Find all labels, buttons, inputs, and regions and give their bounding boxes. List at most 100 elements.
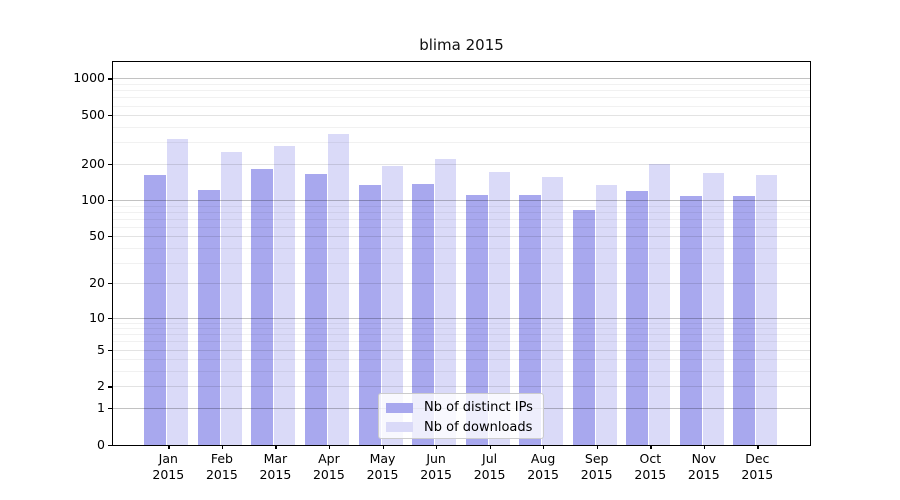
y-tick-label-10: 10 <box>89 309 105 325</box>
y-tick-label-0: 0 <box>97 436 105 452</box>
bar-distinct-ips-may <box>358 185 381 445</box>
chart-title: blima 2015 <box>419 36 504 54</box>
x-tick-mark-feb <box>221 445 224 449</box>
bar-distinct-ips-sep <box>572 209 595 445</box>
x-tick-label-nov: Nov 2015 <box>674 451 734 483</box>
bar-downloads-mar <box>274 145 296 445</box>
gridline-y-1000 <box>113 78 810 80</box>
gridline-y-4 <box>113 359 810 361</box>
y-tick-mark-2 <box>108 386 113 388</box>
gridline-y-6 <box>113 341 810 343</box>
x-tick-year: 2015 <box>741 467 774 482</box>
bars-layer <box>113 62 810 445</box>
x-tick-month: Jan <box>158 451 178 466</box>
y-tick-mark-100 <box>108 200 113 202</box>
bar-distinct-ips-aug <box>519 194 542 445</box>
gridline-y-600 <box>113 105 810 107</box>
x-tick-label-sep: Sep 2015 <box>567 451 627 483</box>
y-tick-label-100: 100 <box>81 192 105 207</box>
x-tick-year: 2015 <box>366 467 399 482</box>
y-tick-label-5: 5 <box>97 341 105 357</box>
gridline-y-100 <box>113 200 810 201</box>
y-tick-mark-5 <box>108 349 113 351</box>
y-tick-mark-50 <box>108 236 113 238</box>
bar-downloads-sep <box>595 185 617 445</box>
x-tick-mark-oct <box>650 445 652 449</box>
x-tick-label-jan: Jan 2015 <box>138 451 198 483</box>
x-tick-year: 2015 <box>420 467 452 482</box>
y-tick-label-20: 20 <box>89 275 105 291</box>
y-tick-mark-1 <box>108 407 113 410</box>
bar-distinct-ips-mar <box>251 168 274 445</box>
x-tick-month: Aug <box>530 451 556 466</box>
x-tick-month: Jun <box>426 451 446 466</box>
x-tick-label-feb: Feb 2015 <box>192 451 252 483</box>
y-tick-label-2: 2 <box>97 378 105 394</box>
x-tick-month: Oct <box>639 451 662 466</box>
bar-distinct-ips-feb <box>197 190 220 445</box>
x-tick-year: 2015 <box>205 467 238 482</box>
y-tick-mark-500 <box>108 115 113 117</box>
x-tick-mark-dec <box>757 445 759 449</box>
x-tick-month: Mar <box>263 451 288 466</box>
gridline-y-500 <box>113 115 810 117</box>
y-tick-label-1: 1 <box>97 399 105 415</box>
y-tick-mark-10 <box>108 317 113 319</box>
y-tick-label-50: 50 <box>89 228 105 244</box>
gridline-y-900 <box>113 84 810 85</box>
x-tick-year: 2015 <box>634 467 667 482</box>
gridline-y-5 <box>113 349 810 351</box>
x-tick-mark-mar <box>275 445 277 449</box>
y-tick-mark-1000 <box>108 78 113 80</box>
bar-downloads-aug <box>542 177 564 445</box>
legend-item-downloads: Nb of downloads <box>386 418 543 438</box>
legend-swatch-downloads <box>386 422 413 433</box>
x-tick-year: 2015 <box>580 467 613 482</box>
x-tick-mark-aug <box>543 445 545 449</box>
gridline-y-300 <box>113 142 810 144</box>
bar-downloads-may <box>381 165 403 445</box>
x-tick-label-dec: Dec 2015 <box>727 451 787 483</box>
legend-label-distinct-ips: Nb of distinct IPs <box>424 400 533 416</box>
gridline-y-200 <box>113 163 810 165</box>
bar-distinct-ips-oct <box>626 190 649 445</box>
y-tick-label-500: 500 <box>81 107 105 123</box>
x-tick-month: Dec <box>745 451 770 466</box>
bar-downloads-jan <box>167 138 189 445</box>
x-tick-month: Nov <box>691 451 716 466</box>
x-tick-label-jun: Jun 2015 <box>406 451 466 483</box>
y-tick-label-1000: 1000 <box>73 70 105 86</box>
bar-downloads-nov <box>702 173 724 445</box>
x-tick-year: 2015 <box>152 467 185 482</box>
legend-label-downloads: Nb of downloads <box>424 419 533 435</box>
x-tick-month: Feb <box>210 451 233 466</box>
bar-downloads-apr <box>327 133 349 445</box>
gridline-y-8 <box>113 328 810 330</box>
gridline-y-30 <box>113 262 810 264</box>
gridline-y-2 <box>113 386 810 388</box>
gridline-y-60 <box>113 226 810 228</box>
x-tick-mark-may <box>382 445 384 449</box>
x-tick-year: 2015 <box>687 467 720 482</box>
x-tick-mark-sep <box>596 445 598 449</box>
bar-distinct-ips-jan <box>144 175 167 445</box>
x-tick-label-may: May 2015 <box>353 451 413 483</box>
legend: Nb of distinct IPs Nb of downloads <box>378 393 544 439</box>
gridline-y-700 <box>113 97 810 99</box>
x-tick-year: 2015 <box>527 467 559 482</box>
gridline-y-40 <box>113 247 810 249</box>
plot-area <box>112 61 811 446</box>
y-tick-mark-200 <box>108 163 113 165</box>
x-tick-label-oct: Oct 2015 <box>620 451 680 483</box>
x-tick-mark-jan <box>168 445 170 449</box>
bar-distinct-ips-apr <box>304 174 327 445</box>
x-tick-label-aug: Aug 2015 <box>513 451 573 483</box>
gridline-y-10 <box>113 317 810 319</box>
x-tick-mark-jul <box>489 445 491 449</box>
grid-layer <box>113 62 810 445</box>
x-tick-mark-nov <box>703 445 706 449</box>
x-tick-year: 2015 <box>473 467 506 482</box>
x-tick-label-jul: Jul 2015 <box>460 451 520 483</box>
x-tick-mark-jun <box>436 445 438 449</box>
x-tick-month: Jul <box>482 451 498 466</box>
